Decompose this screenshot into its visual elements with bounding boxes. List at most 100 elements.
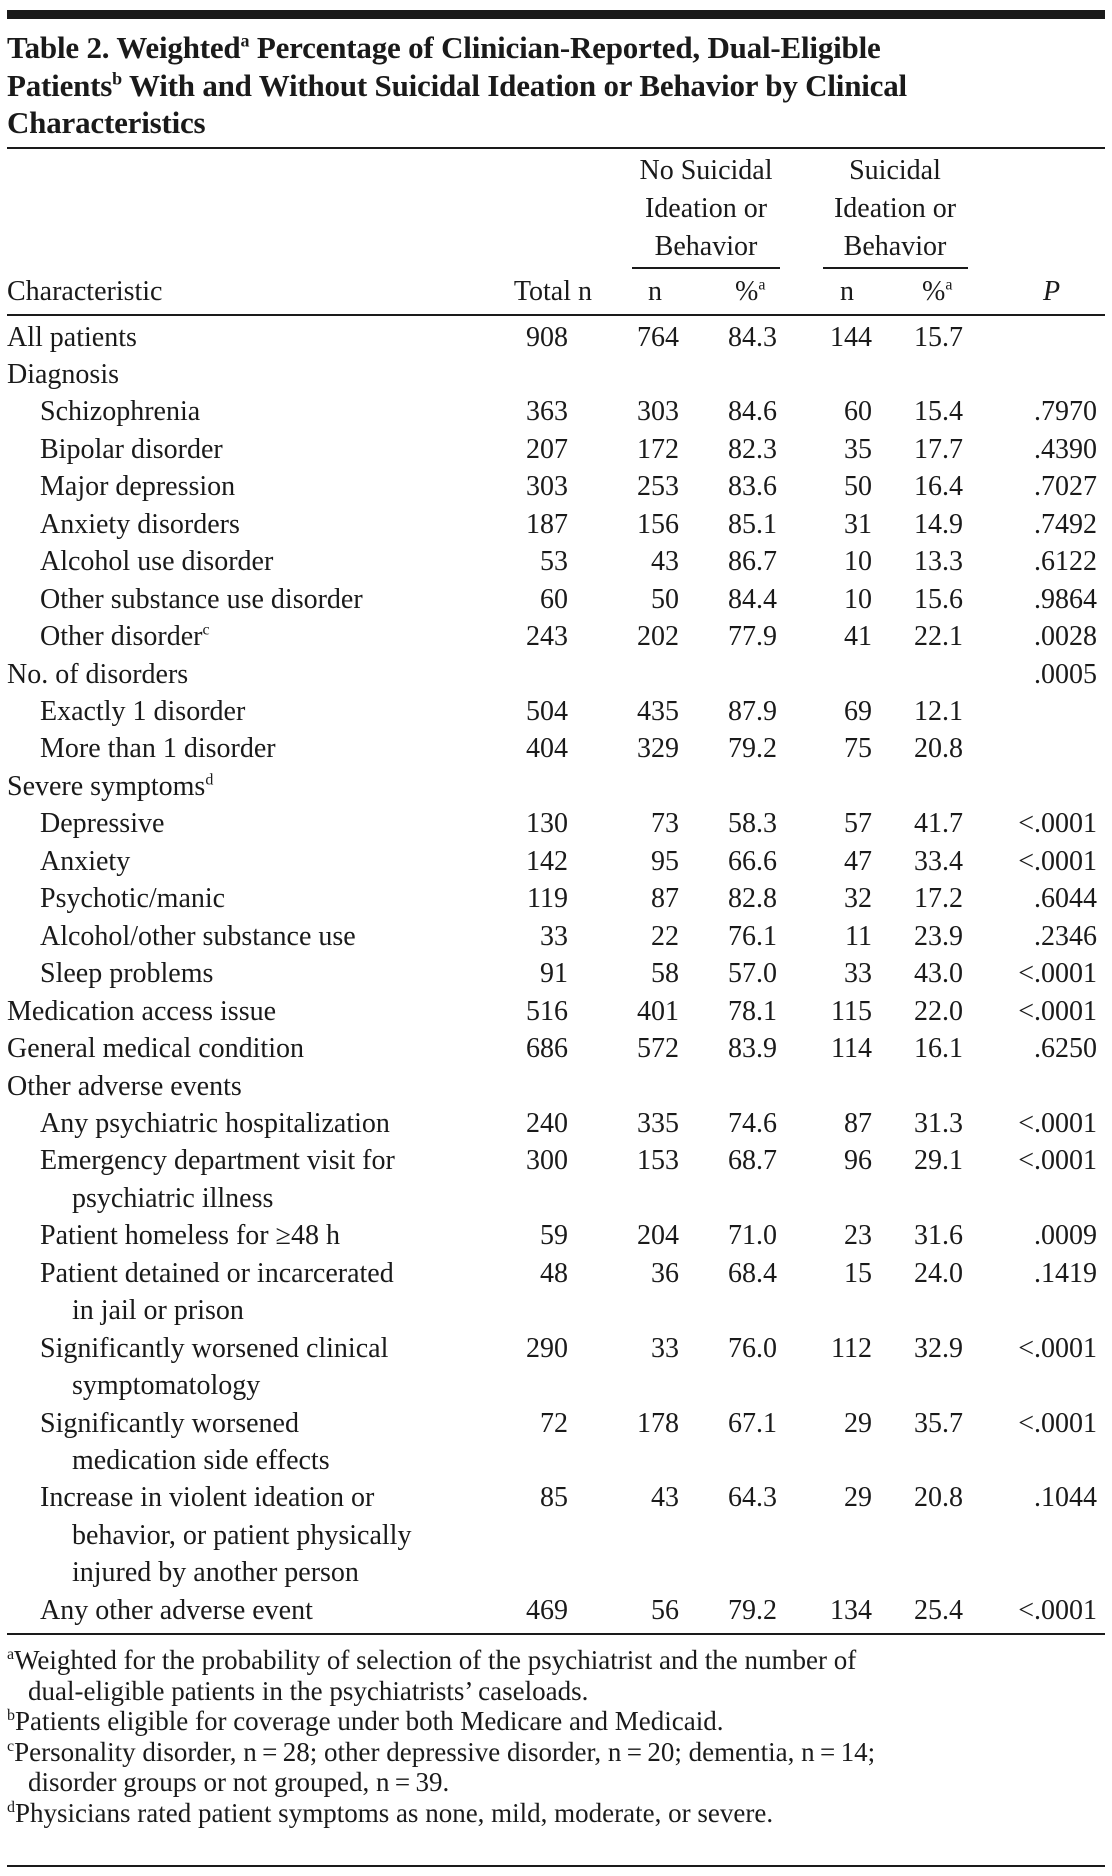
cell-p1: 83.6 bbox=[728, 471, 777, 503]
cell-n1: 572 bbox=[637, 1033, 679, 1065]
header-text: Behavior bbox=[654, 231, 758, 262]
row-label: General medical condition bbox=[7, 1030, 304, 1067]
cell-n2: 11 bbox=[845, 920, 872, 952]
cell-total: 33 bbox=[540, 920, 568, 952]
row-label-text: behavior, or patient physically bbox=[72, 1519, 412, 1551]
table-row: Significantly worsened 72 178 67.1 29 35.7 <.0… bbox=[0, 1405, 1112, 1442]
cell-total: 303 bbox=[526, 471, 568, 503]
title-text: Characteristics bbox=[7, 105, 206, 140]
cell-total: 91 bbox=[540, 958, 568, 990]
table-bottom-rule bbox=[7, 1633, 1105, 1635]
cell-p: <.0001 bbox=[1018, 958, 1097, 990]
footnote-marker: b bbox=[7, 1707, 15, 1724]
footnote-marker: b bbox=[112, 68, 122, 89]
cell-total: 119 bbox=[527, 883, 568, 915]
row-label-text: Patient detained or incarcerated bbox=[40, 1257, 394, 1289]
table-row: Any other adverse event 469 56 79.2 134 25.4 <… bbox=[0, 1592, 1112, 1629]
table-row: No. of disorders .0005 bbox=[0, 656, 1112, 693]
top-rule bbox=[7, 10, 1105, 19]
row-label-text: Psychotic/manic bbox=[40, 883, 226, 915]
footnote-text: Weighted for the probability of selectio… bbox=[14, 1645, 857, 1675]
cell-total: 243 bbox=[526, 621, 568, 653]
header-text: % bbox=[922, 276, 946, 307]
table-row: Other disorderc 243 202 77.9 41 22.1 .0028 bbox=[0, 618, 1112, 655]
cell-total: 290 bbox=[526, 1332, 568, 1364]
row-label: Any psychiatric hospitalization bbox=[40, 1105, 390, 1142]
cell-p1: 71.0 bbox=[728, 1220, 777, 1252]
footnote: dPhysicians rated patient symptoms as no… bbox=[7, 1798, 773, 1829]
cell-p: <.0001 bbox=[1018, 1594, 1097, 1626]
row-label: Sleep problems bbox=[40, 955, 213, 992]
header-pct-suicidal: %a bbox=[922, 273, 952, 311]
cell-p1: 82.8 bbox=[728, 883, 777, 915]
table-row: Major depression 303 253 83.6 50 16.4 .7027 bbox=[0, 468, 1112, 505]
table-row: Exactly 1 disorder 504 435 87.9 69 12.1 bbox=[0, 693, 1112, 730]
row-label-text: Medication access issue bbox=[7, 995, 277, 1027]
title-rule bbox=[7, 147, 1105, 149]
table-row: Medication access issue 516 401 78.1 115 22.0… bbox=[0, 993, 1112, 1030]
row-label: Increase in violent ideation or bbox=[40, 1479, 374, 1516]
row-label: Any other adverse event bbox=[40, 1592, 313, 1629]
row-label-text: General medical condition bbox=[7, 1033, 304, 1065]
footnote-marker: d bbox=[205, 771, 214, 789]
cell-p: .0028 bbox=[1034, 621, 1097, 653]
cell-n2: 47 bbox=[844, 845, 872, 877]
cell-p2: 15.7 bbox=[914, 321, 963, 353]
cell-total: 53 bbox=[540, 546, 568, 578]
row-label-text: Exactly 1 disorder bbox=[40, 696, 246, 727]
cell-n1: 204 bbox=[637, 1220, 679, 1252]
cell-n2: 115 bbox=[831, 995, 872, 1027]
row-label-text: Major depression bbox=[40, 471, 236, 503]
cell-p2: 15.4 bbox=[914, 396, 963, 428]
table-row: Alcohol/other substance use 33 22 76.1 11 23.… bbox=[0, 918, 1112, 955]
table-row: Sleep problems 91 58 57.0 33 43.0 <.0001 bbox=[0, 955, 1112, 992]
header-text: % bbox=[735, 276, 759, 307]
header-pct-no-suicidal: %a bbox=[735, 273, 765, 311]
header-n-no-suicidal: n bbox=[648, 276, 662, 307]
row-label-text: Severe symptoms bbox=[7, 770, 206, 802]
cell-p2: 17.7 bbox=[914, 433, 963, 465]
cell-p: .2346 bbox=[1034, 920, 1097, 952]
title-text: Table 2. Weighted bbox=[7, 30, 241, 65]
row-label-text: Schizophrenia bbox=[40, 396, 201, 428]
row-label: Significantly worsened bbox=[40, 1405, 299, 1442]
table-row: Patient homeless for ≥48 h 59 204 71.0 23 31.… bbox=[0, 1217, 1112, 1254]
row-label: in jail or prison bbox=[72, 1292, 244, 1329]
table-row: Other substance use disorder 60 50 84.4 10 15… bbox=[0, 581, 1112, 618]
row-label-text: Alcohol/other substance use bbox=[40, 920, 356, 952]
row-label-text: Significantly worsened bbox=[40, 1407, 299, 1439]
cell-n2: 75 bbox=[844, 733, 872, 765]
row-label-text: Bipolar disorder bbox=[40, 433, 223, 465]
row-label-text: No. of disorders bbox=[7, 658, 189, 690]
header-p-value: P bbox=[1043, 276, 1061, 307]
group-underline bbox=[632, 267, 780, 269]
table-row: All patients 908 764 84.3 144 15.7 bbox=[0, 319, 1112, 356]
table-row-continuation: in jail or prison bbox=[0, 1292, 1112, 1329]
row-label-text: Patient homeless for ≥48 h bbox=[40, 1220, 340, 1252]
header-text: Suicidal bbox=[849, 155, 941, 186]
bottom-rule bbox=[7, 1865, 1105, 1867]
row-label-text: injured by another person bbox=[72, 1557, 359, 1589]
cell-p1: 64.3 bbox=[728, 1482, 777, 1514]
cell-n2: 10 bbox=[844, 583, 872, 615]
footnote-text: Patients eligible for coverage under bot… bbox=[15, 1706, 724, 1736]
footnote: disorder groups or not grouped, n = 39. bbox=[28, 1767, 449, 1798]
header-characteristic: Characteristic bbox=[7, 276, 163, 307]
table-row: Depressive 130 73 58.3 57 41.7 <.0001 bbox=[0, 805, 1112, 842]
cell-p: <.0001 bbox=[1018, 1407, 1097, 1439]
row-label-text: Sleep problems bbox=[40, 958, 214, 990]
title-text: Patients bbox=[7, 67, 113, 103]
cell-p2: 22.1 bbox=[914, 621, 963, 653]
cell-p1: 84.3 bbox=[728, 321, 777, 353]
cell-p2: 14.9 bbox=[914, 508, 963, 540]
header-rule bbox=[7, 314, 1105, 316]
header-text: Ideation or bbox=[644, 193, 768, 224]
cell-p1: 77.9 bbox=[728, 621, 777, 653]
cell-p2: 16.4 bbox=[914, 471, 963, 503]
row-label: behavior, or patient physically bbox=[72, 1517, 411, 1554]
row-label: medication side effects bbox=[72, 1442, 330, 1479]
cell-p1: 79.2 bbox=[728, 1594, 777, 1626]
footnote-text: Personality disorder, n = 28; other depr… bbox=[14, 1736, 876, 1767]
cell-n1: 335 bbox=[637, 1107, 679, 1139]
row-label: Depressive bbox=[40, 805, 164, 842]
